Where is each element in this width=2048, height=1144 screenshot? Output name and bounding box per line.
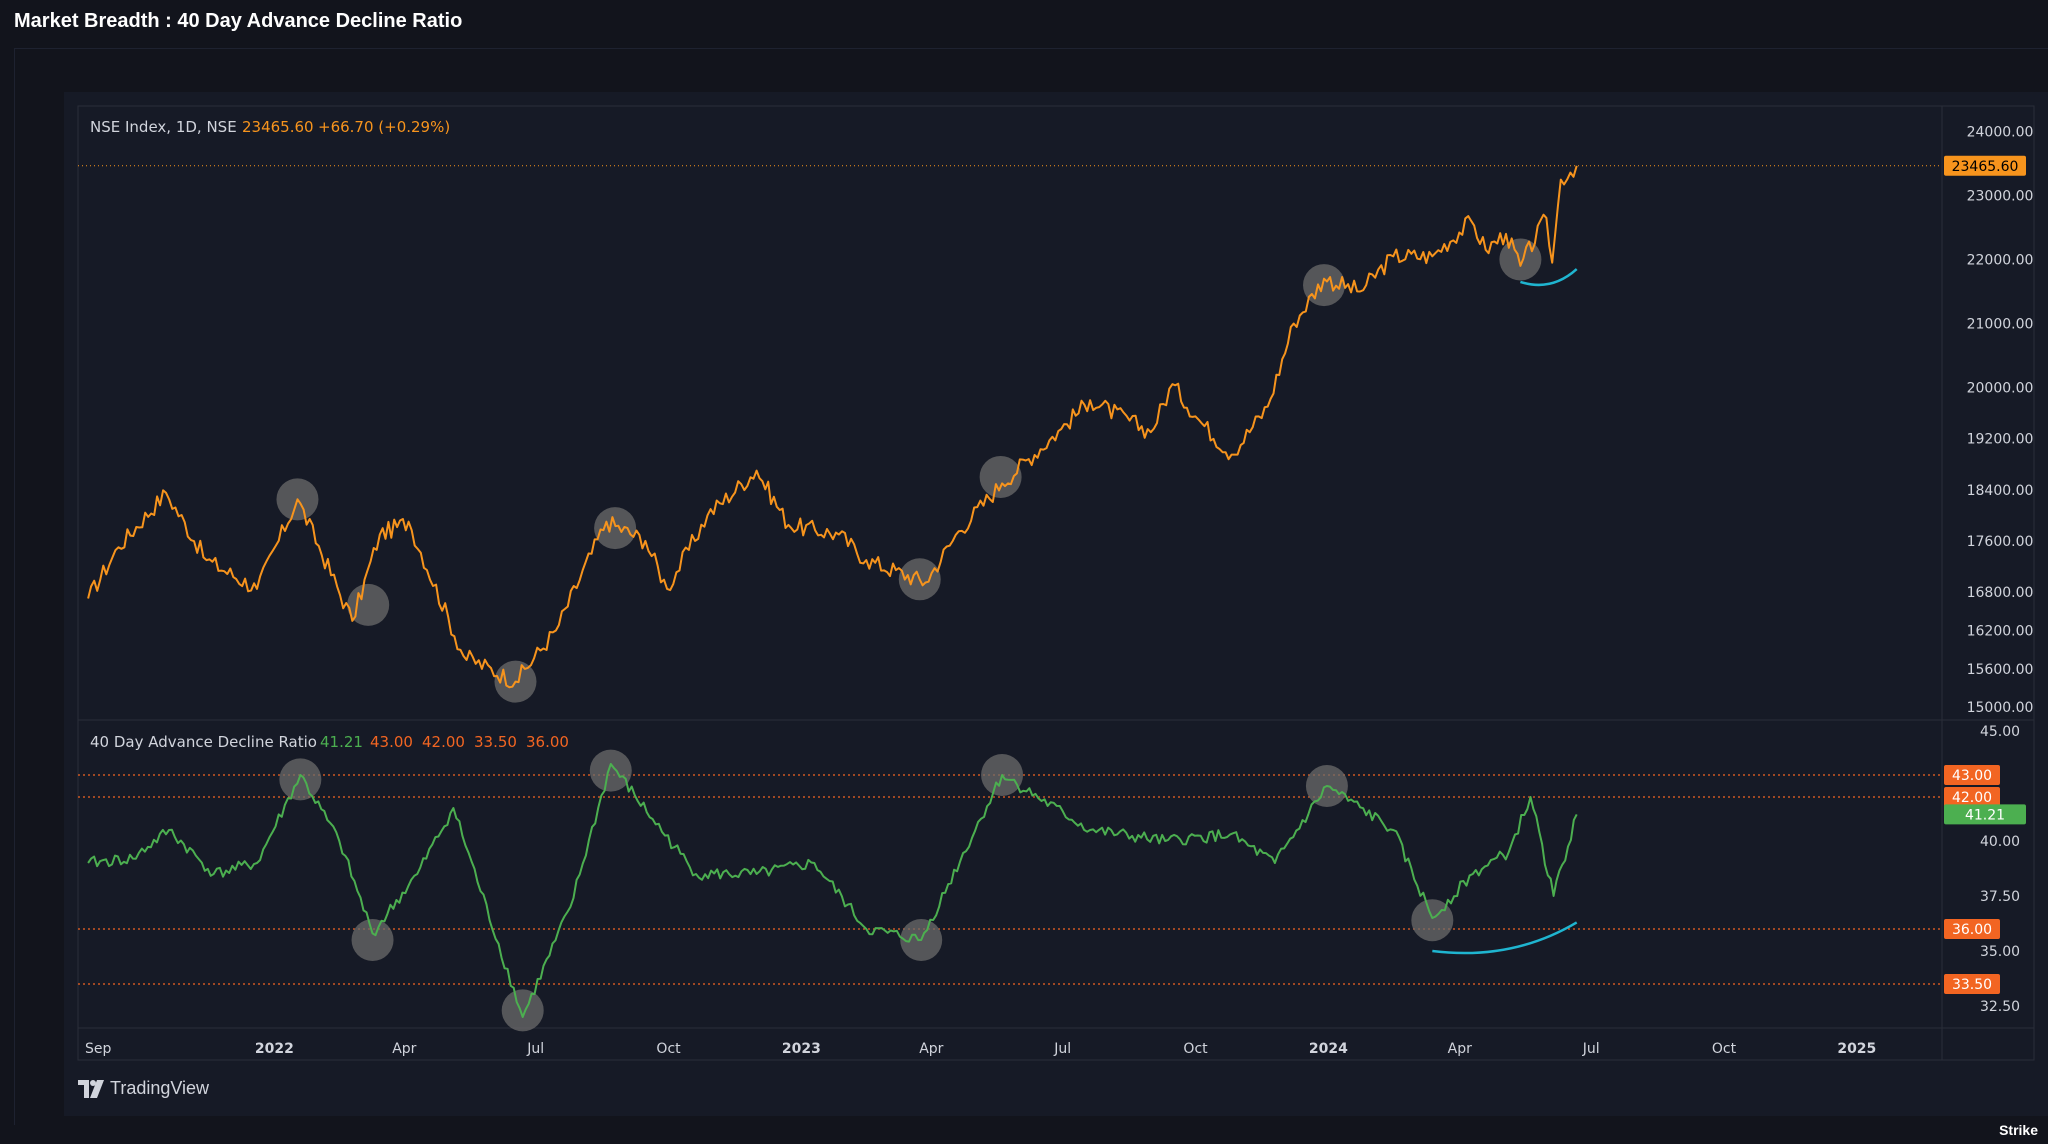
x-tick-label: Oct [1712, 1041, 1737, 1057]
last-value-box [1944, 155, 2026, 176]
y-tick-label: 32.50 [1980, 999, 2020, 1015]
chart-card[interactable]: 24000.00 23000.00 22000.00 21000.00 20000.00… [64, 92, 2048, 1116]
level-label: 33.50 [1952, 977, 1992, 993]
x-tick-label: Jul [526, 1041, 544, 1057]
y-tick-label: 40.00 [1980, 834, 2020, 850]
x-tick-label: Apr [919, 1041, 943, 1057]
last-value-box [1944, 804, 2026, 825]
x-tick-label: Oct [656, 1041, 681, 1057]
plot-area-border [77, 105, 2035, 1061]
x-tick-label: Apr [1448, 1041, 1472, 1057]
ratio-pane[interactable]: 45.00 40.00 37.50 35.00 32.50 43.00 42.00 36.00… [78, 724, 2026, 1032]
tradingview-logo-icon [78, 1079, 104, 1098]
level-label-box [1944, 974, 2000, 994]
price-legend-change: +66.70 (+0.29%) [318, 118, 450, 136]
series-line[interactable] [87, 165, 1578, 689]
x-tick-label: 2023 [782, 1041, 821, 1057]
x-tick-label: 2025 [1837, 1041, 1876, 1057]
y-tick-label: 17600.00 [1967, 534, 2034, 550]
y-tick-label: 16200.00 [1967, 623, 2034, 639]
trend-arc [1432, 921, 1578, 955]
outer-frame [14, 48, 2048, 1125]
highlight-marker [1303, 264, 1346, 307]
y-tick-label: 15600.00 [1967, 662, 2034, 678]
y-tick-label: 23000.00 [1967, 189, 2034, 205]
x-tick-label: Jul [1582, 1041, 1600, 1057]
level-label: 42.00 [1952, 790, 1992, 806]
y-tick-label: 45.00 [1980, 724, 2020, 740]
level-label-box [1944, 787, 2000, 807]
highlight-marker [594, 507, 637, 550]
x-tick-label: Jul [1053, 1041, 1071, 1057]
level-label: 36.00 [1952, 922, 1992, 938]
x-tick-label: Sep [85, 1041, 112, 1057]
y-tick-label: 22000.00 [1967, 253, 2034, 269]
highlight-marker [979, 455, 1022, 498]
time-axis: Sep 2022 Apr Jul Oct 2023 Apr Jul Oct 2024 Apr Jul O… [85, 1041, 1876, 1057]
y-tick-label: 18400.00 [1967, 483, 2034, 499]
highlight-marker [279, 758, 322, 801]
ratio-legend-value-2: 43.00 [370, 733, 413, 751]
y-tick-label: 35.00 [1980, 944, 2020, 960]
last-value-label: 41.21 [1965, 807, 2005, 823]
price-legend-title: NSE Index, 1D, NSE [90, 118, 237, 136]
ratio-legend-title: 40 Day Advance Decline Ratio [90, 733, 317, 751]
y-tick-label: 37.50 [1980, 889, 2020, 905]
page-title: Market Breadth : 40 Day Advance Decline … [14, 10, 463, 32]
chart-svg[interactable]: 24000.00 23000.00 22000.00 21000.00 20000.00… [64, 92, 2048, 1116]
price-pane[interactable]: 24000.00 23000.00 22000.00 21000.00 20000.00… [78, 125, 2033, 717]
y-tick-label: 24000.00 [1967, 125, 2034, 141]
x-tick-label: 2024 [1309, 1041, 1348, 1057]
x-tick-label: Oct [1183, 1041, 1208, 1057]
ratio-legend-value-3: 42.00 [422, 733, 465, 751]
highlight-marker [501, 989, 544, 1032]
ratio-legend-value-5: 36.00 [526, 733, 569, 751]
level-label: 43.00 [1952, 768, 1992, 784]
last-value-label: 23465.60 [1952, 159, 2019, 175]
x-tick-label: Apr [392, 1041, 416, 1057]
y-tick-label: 21000.00 [1967, 316, 2034, 332]
level-label-box [1944, 919, 2000, 939]
corner-label: Strike [1999, 1122, 2038, 1138]
x-tick-label: 2022 [255, 1041, 294, 1057]
brand-label: TradingView [110, 1078, 210, 1098]
price-legend-value: 23465.60 [242, 118, 314, 136]
ratio-legend-value-1: 41.21 [320, 733, 363, 751]
y-tick-label: 20000.00 [1967, 380, 2034, 396]
ratio-legend-value-4: 33.50 [474, 733, 517, 751]
y-tick-label: 15000.00 [1967, 700, 2034, 716]
highlight-marker [351, 919, 394, 961]
tradingview-brand[interactable]: TradingView [78, 1078, 209, 1099]
y-tick-label: 19200.00 [1967, 432, 2034, 448]
level-label-box [1944, 765, 2000, 785]
trend-arc [1520, 268, 1578, 287]
y-tick-label: 16800.00 [1967, 585, 2034, 601]
highlight-marker [589, 749, 632, 792]
series-line[interactable] [87, 763, 1578, 1018]
